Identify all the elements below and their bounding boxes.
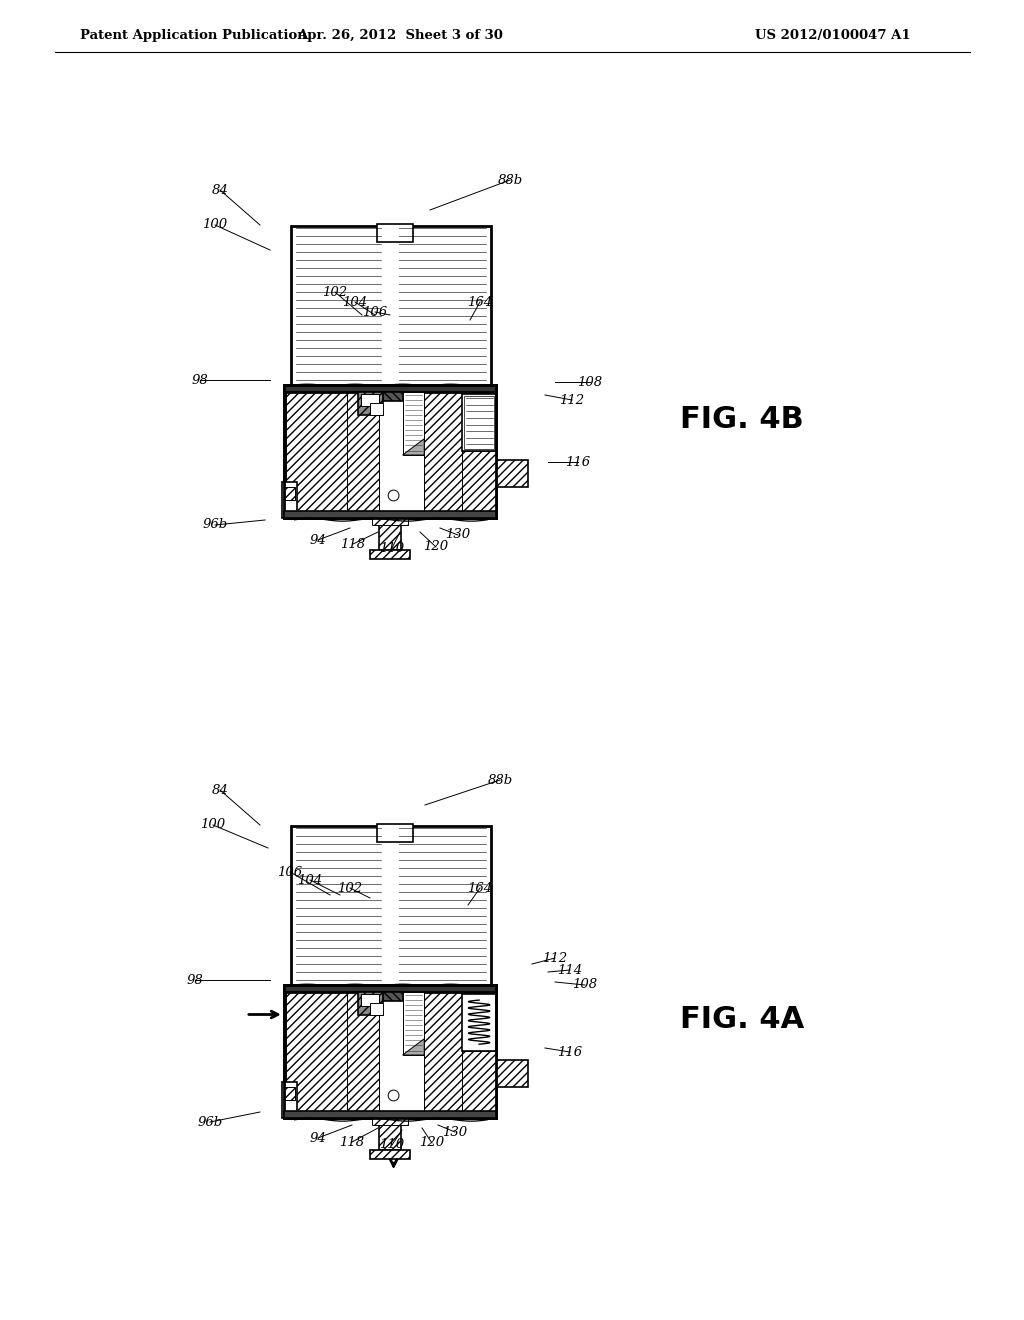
Polygon shape — [383, 392, 402, 401]
Polygon shape — [284, 385, 497, 517]
Text: US 2012/0100047 A1: US 2012/0100047 A1 — [755, 29, 910, 41]
Text: 84: 84 — [212, 183, 228, 197]
Polygon shape — [379, 985, 424, 1118]
Polygon shape — [371, 1003, 383, 1015]
Polygon shape — [347, 387, 379, 516]
Text: 112: 112 — [543, 952, 567, 965]
Text: 130: 130 — [445, 528, 471, 541]
Text: 84: 84 — [212, 784, 228, 796]
Polygon shape — [282, 1082, 297, 1118]
Polygon shape — [497, 459, 527, 487]
Polygon shape — [462, 1051, 497, 1118]
Text: 94: 94 — [309, 1131, 327, 1144]
Text: 116: 116 — [557, 1045, 583, 1059]
Polygon shape — [402, 438, 424, 455]
Text: 130: 130 — [442, 1126, 468, 1138]
Text: 108: 108 — [572, 978, 598, 991]
Polygon shape — [284, 985, 497, 1118]
Polygon shape — [282, 482, 297, 517]
Polygon shape — [371, 403, 383, 414]
Polygon shape — [286, 387, 347, 516]
Text: Patent Application Publication: Patent Application Publication — [80, 29, 307, 41]
Text: 104: 104 — [297, 874, 323, 887]
Polygon shape — [291, 825, 490, 985]
Polygon shape — [361, 393, 379, 405]
Polygon shape — [402, 993, 424, 1055]
Text: 88b: 88b — [487, 774, 513, 787]
Text: 120: 120 — [420, 1137, 444, 1150]
Polygon shape — [402, 392, 424, 455]
Polygon shape — [424, 986, 462, 1117]
Text: 116: 116 — [565, 455, 591, 469]
Text: 110: 110 — [380, 541, 404, 554]
Polygon shape — [462, 393, 497, 450]
Text: 96b: 96b — [198, 1115, 222, 1129]
Text: FIG. 4A: FIG. 4A — [680, 1006, 804, 1035]
Polygon shape — [284, 985, 497, 993]
Polygon shape — [378, 824, 414, 842]
Text: 104: 104 — [342, 296, 368, 309]
Circle shape — [388, 490, 399, 500]
Text: 102: 102 — [338, 882, 362, 895]
Text: 164: 164 — [467, 296, 493, 309]
Polygon shape — [284, 1111, 497, 1118]
Polygon shape — [379, 1118, 400, 1150]
Text: 110: 110 — [380, 1138, 404, 1151]
Polygon shape — [462, 387, 495, 516]
Text: 164: 164 — [467, 882, 493, 895]
Text: 98: 98 — [186, 974, 204, 986]
Text: 106: 106 — [278, 866, 302, 879]
Text: 108: 108 — [578, 375, 602, 388]
Text: 102: 102 — [323, 285, 347, 298]
Polygon shape — [286, 986, 347, 1117]
Polygon shape — [357, 993, 383, 1015]
Text: 96b: 96b — [203, 519, 227, 532]
Polygon shape — [361, 994, 379, 1006]
Polygon shape — [464, 396, 495, 449]
Polygon shape — [372, 517, 408, 525]
Polygon shape — [284, 487, 295, 500]
Polygon shape — [402, 1039, 424, 1055]
Text: 94: 94 — [309, 533, 327, 546]
Polygon shape — [383, 993, 402, 1001]
Text: FIG. 4B: FIG. 4B — [680, 405, 804, 434]
Polygon shape — [371, 1150, 410, 1159]
Polygon shape — [291, 226, 490, 385]
Polygon shape — [424, 387, 462, 516]
Text: 106: 106 — [362, 305, 387, 318]
Polygon shape — [379, 385, 424, 517]
Polygon shape — [284, 385, 497, 392]
Text: 112: 112 — [559, 393, 585, 407]
Text: 98: 98 — [191, 374, 208, 387]
Polygon shape — [379, 517, 400, 549]
Polygon shape — [284, 1086, 295, 1100]
Polygon shape — [378, 223, 414, 242]
Polygon shape — [462, 450, 497, 517]
Polygon shape — [284, 511, 497, 517]
Circle shape — [388, 1090, 399, 1101]
Text: 100: 100 — [201, 818, 225, 832]
Text: Apr. 26, 2012  Sheet 3 of 30: Apr. 26, 2012 Sheet 3 of 30 — [297, 29, 503, 41]
Text: 100: 100 — [203, 219, 227, 231]
Polygon shape — [371, 549, 410, 558]
Polygon shape — [372, 1118, 408, 1125]
Text: 120: 120 — [424, 540, 449, 553]
Text: 88b: 88b — [498, 173, 522, 186]
Polygon shape — [357, 392, 383, 414]
Text: 118: 118 — [339, 1135, 365, 1148]
Polygon shape — [462, 994, 497, 1051]
Text: 114: 114 — [557, 964, 583, 977]
Polygon shape — [462, 986, 495, 1117]
Polygon shape — [497, 1060, 527, 1086]
Polygon shape — [347, 986, 379, 1117]
Text: 118: 118 — [340, 537, 366, 550]
